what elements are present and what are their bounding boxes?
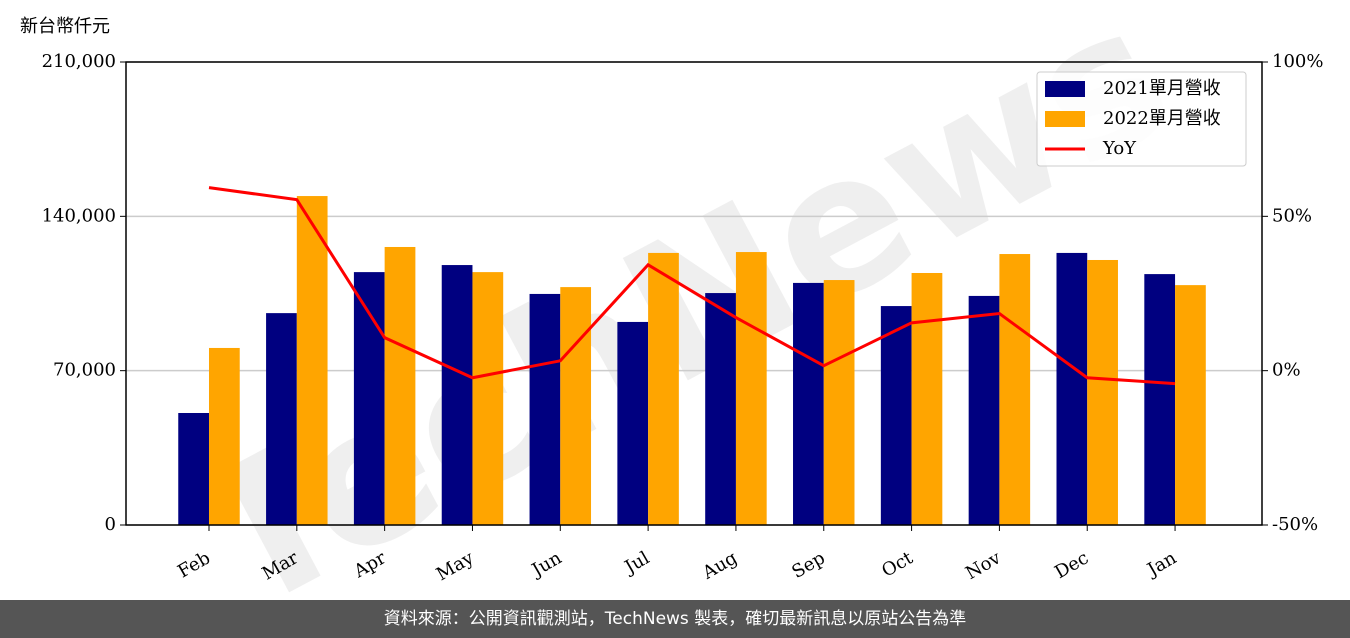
- bar: [705, 293, 736, 525]
- y-tick-label: 140,000: [42, 205, 116, 226]
- bar: [911, 272, 943, 525]
- y-tick-label: 0: [105, 514, 116, 535]
- legend-swatch: [1045, 111, 1085, 127]
- bar: [529, 293, 561, 525]
- legend-label: YoY: [1102, 138, 1137, 159]
- bar: [296, 196, 328, 525]
- legend-label: 2021單月營收: [1103, 78, 1221, 99]
- legend-label: 2022單月營收: [1103, 108, 1221, 129]
- bar: [208, 347, 240, 525]
- bar: [266, 313, 297, 525]
- y2-tick-label: 0%: [1272, 360, 1301, 381]
- chart: 新台幣仟元 TechNews 070,000140,000210,000-50%…: [20, 0, 1323, 600]
- bar: [793, 282, 824, 525]
- x-tick-label: Jul: [620, 547, 654, 579]
- bar: [1056, 252, 1088, 526]
- x-tick-label: Oct: [878, 547, 917, 582]
- y-tick-label: 210,000: [42, 51, 116, 72]
- bar: [880, 306, 912, 525]
- x-tick-label: Jan: [1142, 547, 1180, 581]
- bar: [999, 254, 1031, 525]
- y2-tick-label: 100%: [1272, 51, 1323, 72]
- bar: [472, 272, 504, 525]
- bar: [617, 321, 649, 525]
- bar: [560, 287, 592, 525]
- bar: [968, 295, 1000, 525]
- bar: [441, 265, 473, 525]
- legend-swatch: [1045, 81, 1085, 97]
- bar: [384, 246, 416, 525]
- y2-tick-label: -50%: [1272, 514, 1318, 535]
- bar: [735, 252, 767, 525]
- bar: [648, 252, 679, 526]
- x-tick-label: Feb: [174, 547, 214, 582]
- legend-box: [1036, 71, 1247, 167]
- yoy-line: [208, 186, 1176, 386]
- bar: [1144, 274, 1176, 525]
- bar: [823, 280, 855, 525]
- x-tick-label: Dec: [1051, 547, 1092, 583]
- footer: 資料來源：公開資訊觀測站，TechNews 製表，確切最新訊息以原站公告為準: [0, 600, 1350, 638]
- bar: [1087, 259, 1118, 525]
- x-tick-label: Aug: [698, 547, 741, 584]
- x-tick-label: Sep: [788, 547, 828, 582]
- y-tick-label: 70,000: [53, 360, 116, 381]
- y-axis-unit: 新台幣仟元: [20, 16, 110, 37]
- y2-tick-label: 50%: [1272, 205, 1312, 226]
- bar: [178, 412, 209, 525]
- bar: [1175, 285, 1206, 525]
- x-tick-label: Nov: [962, 547, 1005, 584]
- x-tick-label: Jun: [527, 547, 566, 582]
- plot-frame: [125, 61, 1263, 526]
- bar: [353, 272, 385, 525]
